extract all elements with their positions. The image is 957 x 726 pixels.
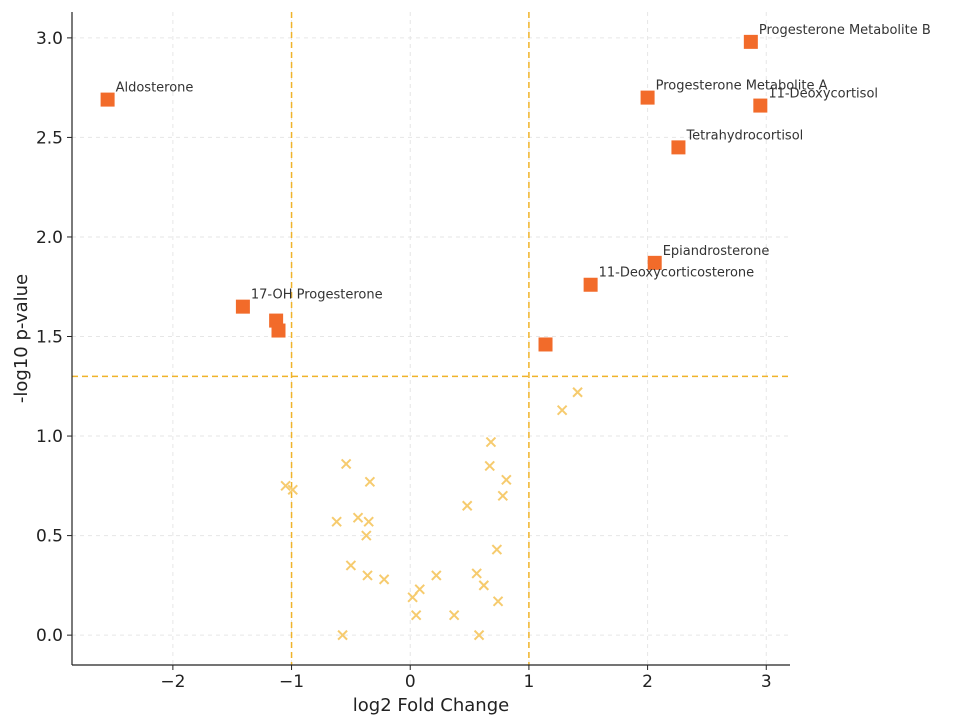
not-significant-point <box>431 570 442 581</box>
not-significant-point <box>363 516 374 527</box>
not-significant-point <box>491 544 503 555</box>
y-tick-label: 3.0 <box>36 29 63 49</box>
y-tick-label: 2.0 <box>36 228 63 248</box>
axes <box>71 12 790 666</box>
not-significant-point <box>478 580 490 591</box>
not-significant-point <box>337 629 348 641</box>
point-label: Aldosterone <box>116 81 194 96</box>
not-significant-point <box>352 512 364 523</box>
y-tick-label: 2.5 <box>36 128 63 148</box>
significant-point <box>100 92 115 107</box>
point-label: Progesterone Metabolite A <box>656 79 828 94</box>
significant-point <box>743 34 758 49</box>
x-tick-label: 3 <box>761 672 772 692</box>
point-label: 11-Deoxycortisol <box>768 87 878 102</box>
y-tick-label: 1.5 <box>36 328 63 348</box>
ticks: −2 −1 0 1 2 3 0.0 0.5 1.0 1.5 2.0 2.5 3.0 <box>36 29 772 692</box>
point-label: Progesterone Metabolite B <box>759 23 931 38</box>
x-tick-label: 2 <box>642 672 653 692</box>
not-significant-point <box>492 596 504 607</box>
point-label: Epiandrosterone <box>663 244 770 259</box>
significant-point <box>538 337 553 352</box>
y-axis-label: -log10 p-value <box>11 274 32 403</box>
point-label: Tetrahydrocortisol <box>685 128 803 143</box>
not-significant-point <box>414 584 425 595</box>
significant-point <box>671 140 686 155</box>
not-significant-point <box>471 568 482 579</box>
significant-point <box>235 299 250 314</box>
point-labels: Aldosterone 17-OH Progesterone 11-Deoxycor… <box>116 23 931 303</box>
not-significant-point <box>340 458 352 470</box>
not-significant-point <box>407 592 418 603</box>
x-axis-label: log2 Fold Change <box>353 695 509 716</box>
not-significant-point <box>485 436 497 448</box>
not-significant-point <box>345 560 357 571</box>
y-tick-label: 0.0 <box>36 626 63 646</box>
not-significant-point <box>362 570 373 581</box>
x-tick-label: −2 <box>160 672 185 692</box>
y-tick-label: 1.0 <box>36 427 63 447</box>
not-significant-point <box>461 500 473 511</box>
x-tick-label: −1 <box>279 672 304 692</box>
not-significant-point <box>287 484 298 496</box>
significant-point <box>647 255 662 270</box>
significant-point <box>271 323 286 338</box>
not-significant-point <box>280 480 291 492</box>
not-significant-point <box>448 610 460 621</box>
not-significant-point <box>501 474 512 486</box>
significant-points <box>100 34 768 352</box>
grid <box>72 12 790 665</box>
significant-point <box>753 98 768 113</box>
not-significant-point <box>473 629 485 641</box>
not-significant-point <box>484 460 495 472</box>
not-significant-point <box>497 490 509 501</box>
not-significant-point <box>331 516 342 527</box>
point-label: 11-Deoxycorticosterone <box>599 266 755 281</box>
x-tick-label: 0 <box>405 672 416 692</box>
x-tick-label: 1 <box>523 672 534 692</box>
significant-point <box>583 277 598 292</box>
y-tick-label: 0.5 <box>36 527 63 547</box>
not-significant-points <box>280 387 583 641</box>
not-significant-point <box>572 387 583 398</box>
threshold-lines <box>72 12 790 665</box>
significant-point <box>640 90 655 105</box>
point-label: 17-OH Progesterone <box>251 288 383 303</box>
not-significant-point <box>410 610 422 621</box>
not-significant-point <box>361 530 372 541</box>
not-significant-point <box>364 476 376 488</box>
not-significant-point <box>556 404 568 416</box>
not-significant-point <box>378 574 390 585</box>
